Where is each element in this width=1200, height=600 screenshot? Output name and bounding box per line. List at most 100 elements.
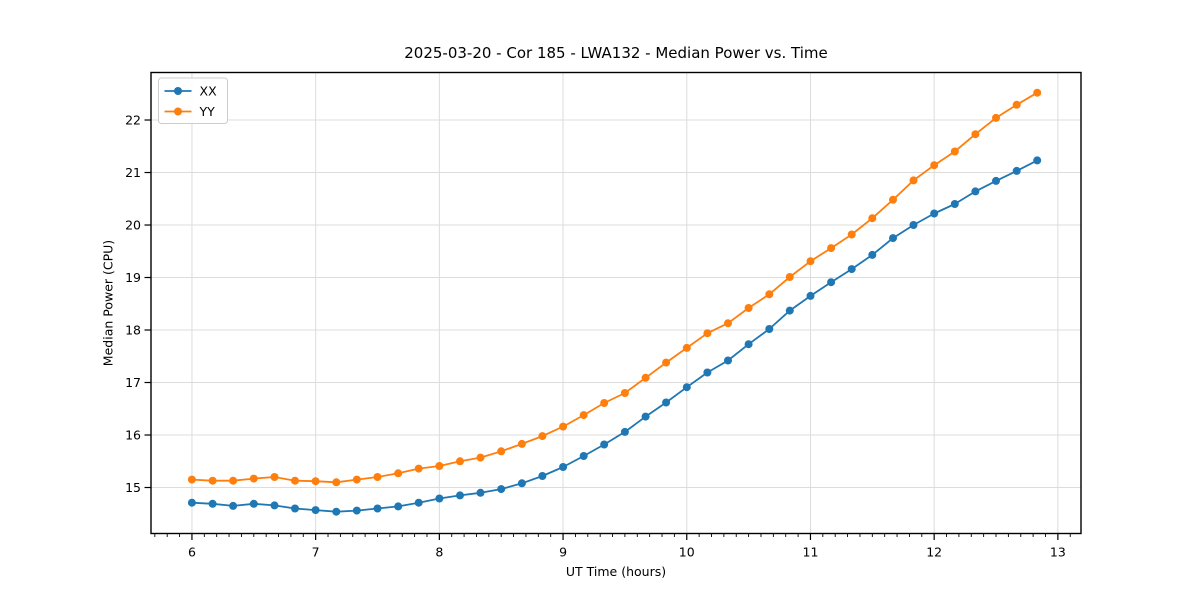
data-point-YY <box>517 439 526 448</box>
x-tick-label: 7 <box>312 545 320 560</box>
series-line-YY <box>190 91 1039 484</box>
data-point-XX <box>559 463 568 471</box>
data-point-XX <box>641 412 650 421</box>
legend-marker <box>174 107 182 116</box>
data-point-XX <box>435 494 444 503</box>
y-tick-label: 16 <box>125 428 141 443</box>
data-point-YY <box>538 432 547 441</box>
legend-label: XX <box>200 84 218 99</box>
x-tick-label: 10 <box>679 545 695 560</box>
data-point-YY <box>992 113 1000 122</box>
data-point-YY <box>930 161 939 170</box>
data-point-YY <box>208 476 217 485</box>
data-point-YY <box>620 389 629 397</box>
data-point-XX <box>311 506 320 515</box>
data-point-YY <box>765 290 774 299</box>
data-point-XX <box>724 356 732 365</box>
y-tick-label: 21 <box>125 165 141 180</box>
y-tick-label: 18 <box>125 323 141 338</box>
data-point-YY <box>291 476 299 485</box>
data-point-XX <box>373 504 382 513</box>
x-tick-label: 12 <box>926 545 942 560</box>
data-point-YY <box>456 457 464 466</box>
data-point-XX <box>249 499 258 508</box>
data-point-XX <box>414 498 423 507</box>
data-point-YY <box>270 473 279 481</box>
data-point-XX <box>497 485 506 494</box>
x-tick-label: 6 <box>188 545 196 560</box>
data-point-YY <box>414 464 423 473</box>
data-point-YY <box>600 399 609 407</box>
y-tick-label: 20 <box>125 218 141 233</box>
data-point-XX <box>579 452 588 460</box>
data-point-YY <box>476 453 485 462</box>
data-point-XX <box>187 498 196 507</box>
data-point-YY <box>641 373 650 382</box>
data-point-YY <box>950 147 959 156</box>
y-tick-label: 17 <box>125 375 141 390</box>
data-point-XX <box>270 501 279 510</box>
series-line-XX <box>190 159 1039 513</box>
data-point-XX <box>765 325 774 333</box>
data-point-XX <box>662 398 671 407</box>
data-point-XX <box>620 427 629 436</box>
data-point-XX <box>1012 166 1021 175</box>
data-point-YY <box>311 477 320 486</box>
data-point-YY <box>435 462 444 470</box>
data-point-XX <box>971 187 980 196</box>
data-point-YY <box>662 358 671 367</box>
data-point-XX <box>682 383 691 392</box>
data-point-XX <box>538 472 547 480</box>
chart-title: 2025-03-20 - Cor 185 - LWA132 - Median P… <box>404 44 828 62</box>
legend-marker <box>174 87 182 95</box>
data-point-XX <box>517 479 526 488</box>
data-point-YY <box>352 475 361 484</box>
data-point-XX <box>806 291 815 300</box>
data-point-XX <box>291 504 299 513</box>
data-point-XX <box>909 221 918 229</box>
data-point-XX <box>332 507 341 516</box>
data-point-YY <box>497 447 506 456</box>
data-point-YY <box>806 257 815 266</box>
data-point-YY <box>827 244 836 253</box>
data-point-YY <box>868 214 877 223</box>
data-point-XX <box>600 440 609 449</box>
data-point-YY <box>909 176 918 185</box>
data-point-YY <box>785 273 794 281</box>
data-point-YY <box>847 230 856 239</box>
data-point-XX <box>208 499 217 508</box>
data-point-YY <box>559 422 568 431</box>
data-point-YY <box>187 475 196 484</box>
data-point-YY <box>889 195 897 204</box>
x-tick-label: 13 <box>1050 545 1066 560</box>
data-point-XX <box>868 250 877 259</box>
data-point-YY <box>1012 100 1021 109</box>
x-tick-label: 9 <box>559 545 567 560</box>
legend-label: YY <box>199 104 216 119</box>
y-tick-label: 15 <box>125 480 141 495</box>
data-point-XX <box>476 488 485 497</box>
data-point-XX <box>744 340 753 349</box>
data-point-XX <box>827 278 836 287</box>
y-tick-label: 19 <box>125 270 141 285</box>
y-tick-label: 22 <box>125 113 141 128</box>
data-point-XX <box>1033 156 1042 165</box>
data-point-YY <box>394 469 403 478</box>
data-point-XX <box>950 200 959 208</box>
data-point-XX <box>394 502 403 511</box>
data-point-XX <box>352 506 361 515</box>
data-point-XX <box>703 368 712 377</box>
data-point-XX <box>456 491 464 500</box>
x-tick-label: 11 <box>803 545 819 560</box>
data-point-YY <box>724 319 732 328</box>
data-point-YY <box>971 130 980 139</box>
data-point-YY <box>703 329 712 338</box>
data-point-XX <box>847 265 856 274</box>
plot-border <box>150 71 1082 535</box>
data-point-YY <box>229 476 238 485</box>
x-tick-label: 8 <box>435 545 443 560</box>
data-point-YY <box>373 473 382 481</box>
data-point-YY <box>1033 88 1042 97</box>
